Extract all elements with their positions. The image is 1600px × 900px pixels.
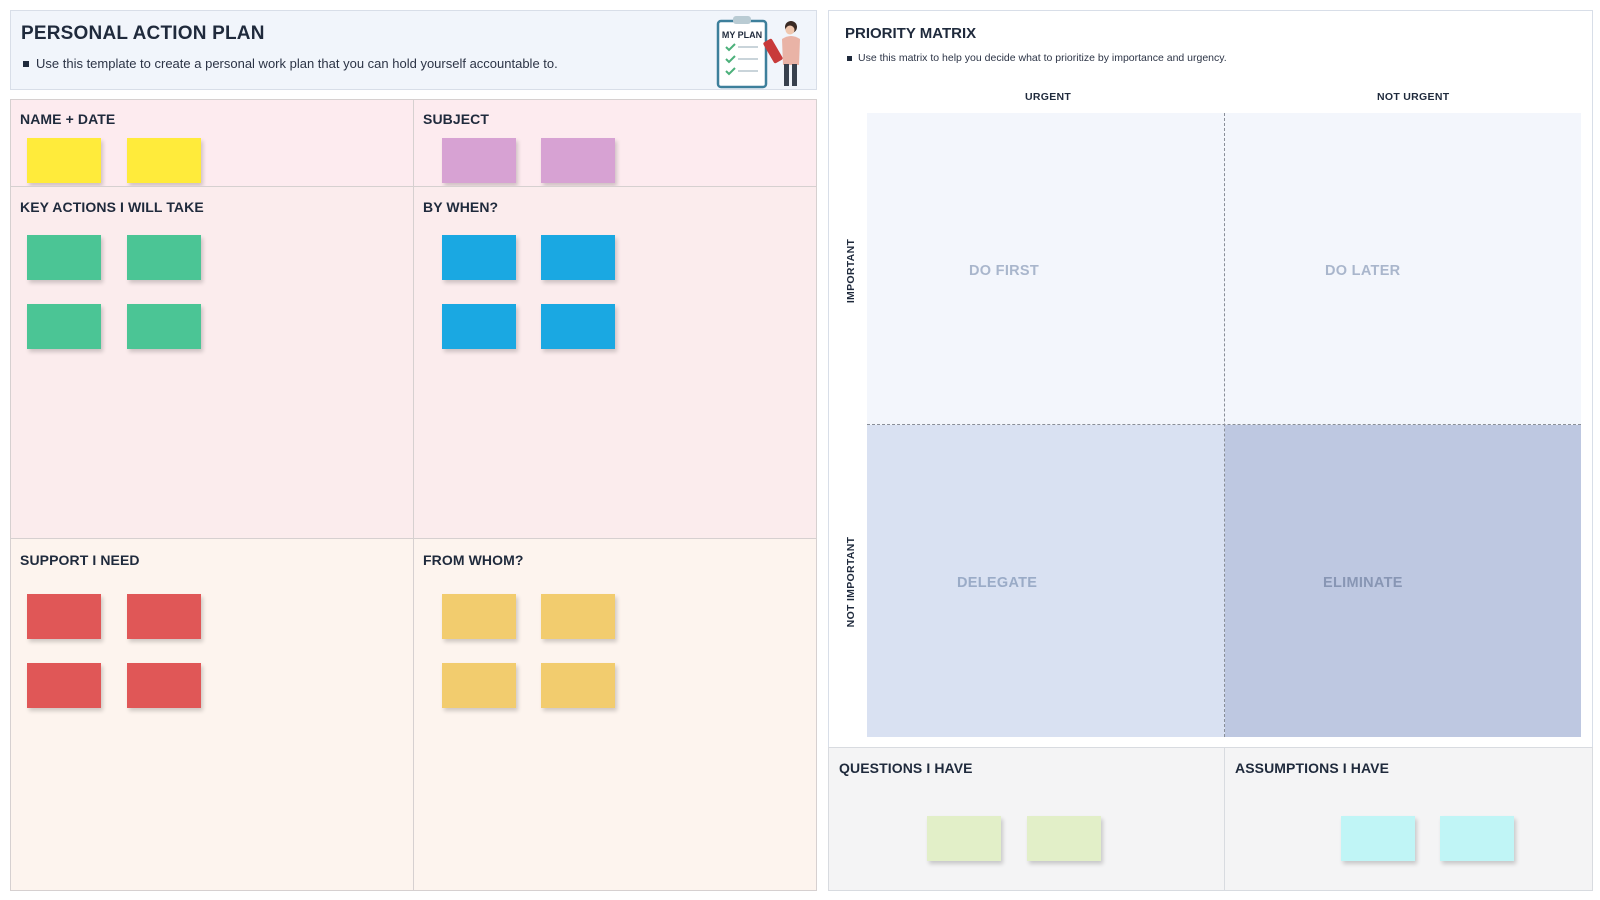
row-label-not-important: NOT IMPORTANT <box>845 536 857 628</box>
matrix-description-text: Use this matrix to help you decide what … <box>858 52 1227 64</box>
by-when-section: BY WHEN? <box>413 186 817 539</box>
sticky-note[interactable] <box>127 138 201 183</box>
name-date-heading: NAME + DATE <box>20 111 116 127</box>
name-date-section: NAME + DATE <box>10 99 414 187</box>
matrix-title: PRIORITY MATRIX <box>845 25 977 42</box>
bullet-icon <box>847 55 852 61</box>
matrix-vertical-divider <box>1224 113 1225 737</box>
quadrant-eliminate[interactable]: ELIMINATE <box>1225 425 1581 737</box>
quadrant-do-later[interactable]: DO LATER <box>1225 113 1581 425</box>
sticky-note[interactable] <box>127 594 201 639</box>
page-description: Use this template to create a personal w… <box>23 56 558 71</box>
from-whom-heading: FROM WHOM? <box>423 552 524 568</box>
quadrant-do-first[interactable]: DO FIRST <box>867 113 1225 425</box>
sticky-note[interactable] <box>27 138 101 183</box>
quadrant-label: DO LATER <box>1325 263 1401 279</box>
sticky-note[interactable] <box>27 304 101 349</box>
bullet-icon <box>23 60 29 67</box>
by-when-heading: BY WHEN? <box>423 199 499 215</box>
sticky-note[interactable] <box>27 594 101 639</box>
assumptions-heading: ASSUMPTIONS I HAVE <box>1235 760 1390 776</box>
page-description-text: Use this template to create a personal w… <box>36 56 558 71</box>
assumptions-section: ASSUMPTIONS I HAVE <box>1224 747 1593 891</box>
sticky-note[interactable] <box>1440 816 1514 861</box>
plan-header: PERSONAL ACTION PLAN Use this template t… <box>10 10 817 90</box>
questions-heading: QUESTIONS I HAVE <box>839 760 973 776</box>
sticky-note[interactable] <box>541 138 615 183</box>
sticky-note[interactable] <box>442 304 516 349</box>
sticky-note[interactable] <box>1341 816 1415 861</box>
questions-section: QUESTIONS I HAVE <box>828 747 1225 891</box>
clipboard-illustration-icon: MY PLAN <box>716 16 800 89</box>
sticky-note[interactable] <box>127 663 201 708</box>
sticky-note[interactable] <box>442 138 516 183</box>
matrix-horizontal-divider <box>867 424 1581 425</box>
sticky-note[interactable] <box>541 304 615 349</box>
sticky-note[interactable] <box>127 304 201 349</box>
priority-matrix-panel: PRIORITY MATRIX Use this matrix to help … <box>828 10 1593 748</box>
sticky-note[interactable] <box>442 663 516 708</box>
quadrant-label: DELEGATE <box>957 575 1038 591</box>
subject-heading: SUBJECT <box>423 111 490 127</box>
sticky-note[interactable] <box>1027 816 1101 861</box>
key-actions-heading: KEY ACTIONS I WILL TAKE <box>20 199 204 215</box>
quadrant-label: DO FIRST <box>969 263 1040 279</box>
from-whom-section: FROM WHOM? <box>413 538 817 891</box>
sticky-note[interactable] <box>541 663 615 708</box>
sticky-note[interactable] <box>927 816 1001 861</box>
row-label-important: IMPORTANT <box>845 238 857 304</box>
quadrant-label: ELIMINATE <box>1323 575 1403 591</box>
page-title: PERSONAL ACTION PLAN <box>21 23 265 44</box>
sticky-note[interactable] <box>541 594 615 639</box>
support-heading: SUPPORT I NEED <box>20 552 140 568</box>
sticky-note[interactable] <box>442 594 516 639</box>
sticky-note[interactable] <box>442 235 516 280</box>
column-label-not-urgent: NOT URGENT <box>1377 91 1450 103</box>
sticky-note[interactable] <box>27 235 101 280</box>
sticky-note[interactable] <box>27 663 101 708</box>
sticky-note[interactable] <box>541 235 615 280</box>
illustration-text: MY PLAN <box>722 30 762 40</box>
subject-section: SUBJECT <box>413 99 817 187</box>
sticky-note[interactable] <box>127 235 201 280</box>
support-section: SUPPORT I NEED <box>10 538 414 891</box>
matrix-description: Use this matrix to help you decide what … <box>847 52 1227 64</box>
key-actions-section: KEY ACTIONS I WILL TAKE <box>10 186 414 539</box>
column-label-urgent: URGENT <box>1025 91 1072 103</box>
quadrant-delegate[interactable]: DELEGATE <box>867 425 1225 737</box>
